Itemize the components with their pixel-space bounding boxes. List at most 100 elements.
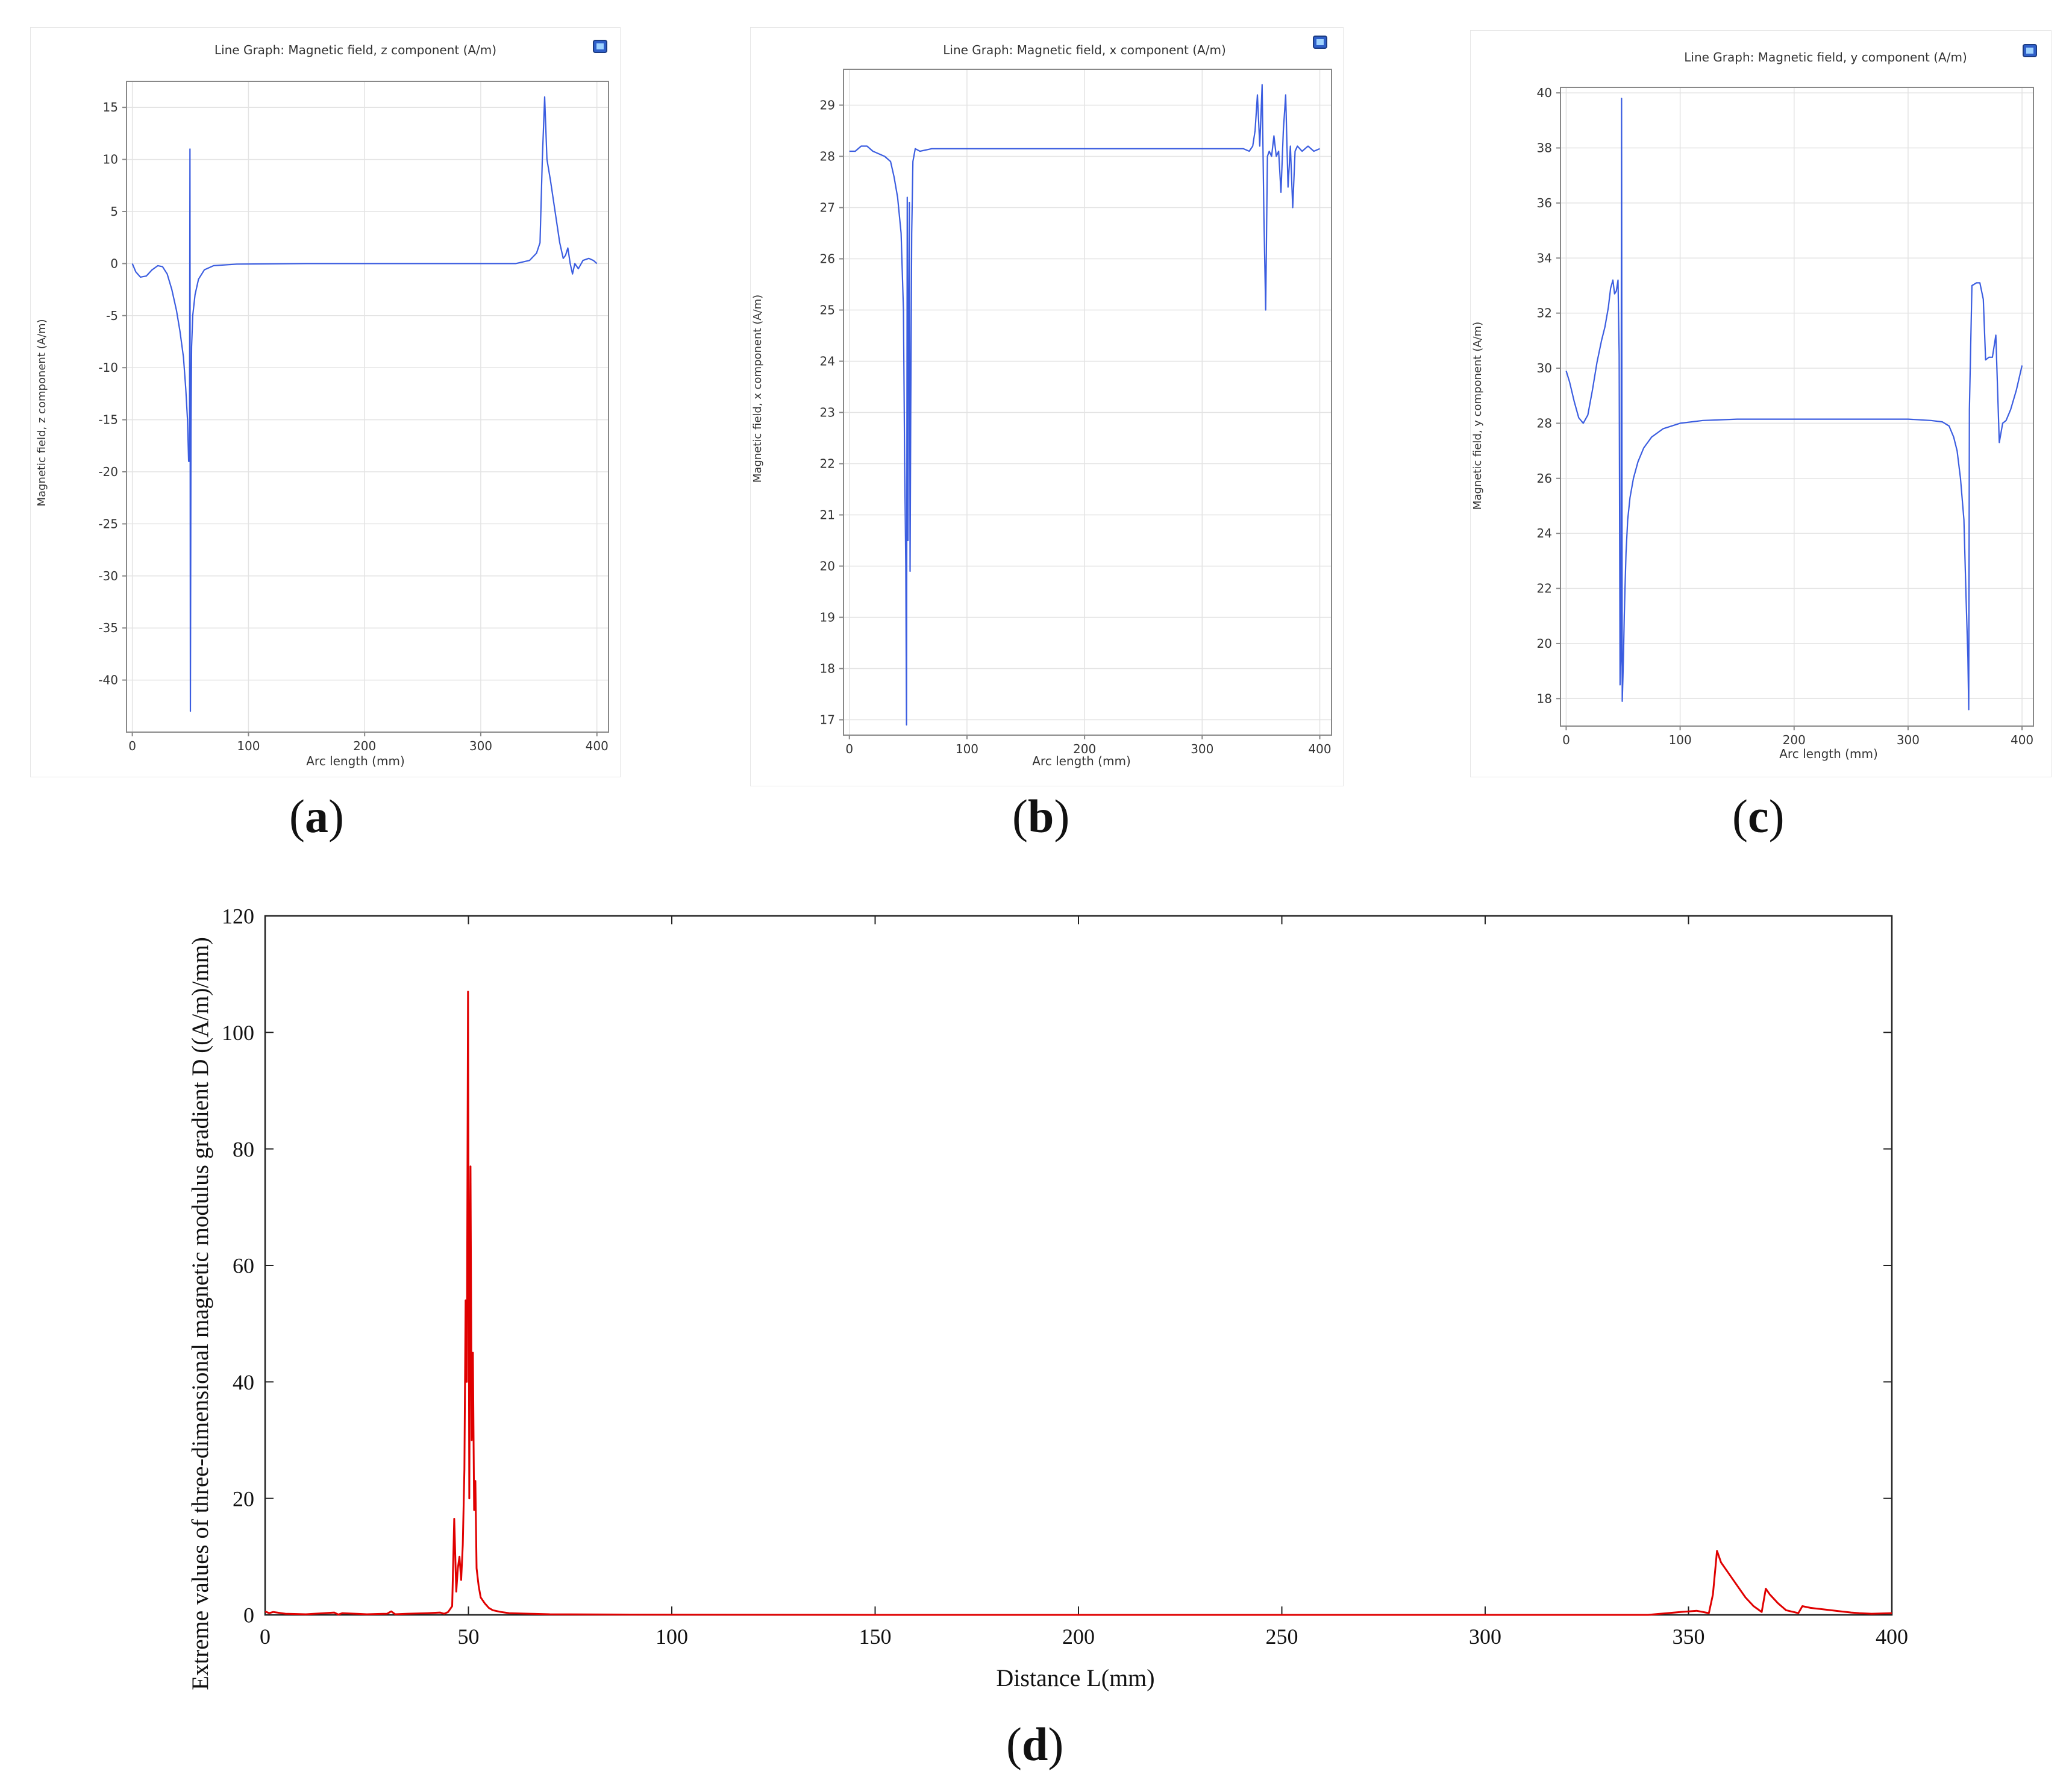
- chart-a-settings-icon[interactable]: [593, 40, 607, 53]
- chart-c: Line Graph: Magnetic field, y component …: [1469, 30, 2052, 778]
- chart-b-ytick-label-1: 28: [820, 149, 835, 164]
- chart-a-xtick-label-4: 400: [586, 739, 609, 753]
- chart-c-ytick-label-3: 34: [1537, 251, 1552, 265]
- chart-b-xlabel: Arc length (mm): [1032, 754, 1131, 768]
- chart-a-series-line-0: [131, 96, 598, 712]
- panel-c: Line Graph: Magnetic field, y component …: [1469, 30, 2052, 778]
- chart-d-xlabel: Distance L(mm): [996, 1664, 1154, 1691]
- chart-a-ytick-label-2: 5: [110, 204, 118, 219]
- chart-b-ytick-label-12: 17: [820, 713, 835, 727]
- chart-c-xtick-label-0: 0: [1562, 733, 1570, 747]
- chart-c-xtick-label-2: 200: [1783, 733, 1806, 747]
- chart-c-ytick-label-0: 40: [1537, 86, 1552, 100]
- chart-c-ytick-label-1: 38: [1537, 141, 1552, 155]
- panel-label-b: (b): [1012, 790, 1070, 842]
- chart-a-title: Line Graph: Magnetic field, z component …: [214, 43, 496, 57]
- chart-c-settings-icon[interactable]: [2023, 44, 2037, 57]
- panel-d: 0 50 100 150 200 250 300 350 400 0 20 40 60 80 100 120 …: [169, 868, 1976, 1699]
- chart-b-ytick-label-4: 25: [820, 303, 835, 318]
- chart-d-xtick-label-8: 400: [1876, 1625, 1908, 1649]
- chart-b-xtick-label-2: 200: [1073, 742, 1096, 756]
- chart-c-series-line-0: [1565, 98, 2023, 710]
- chart-c-ytick-label-4: 32: [1537, 306, 1552, 321]
- chart-d-xtick-label-3: 150: [859, 1625, 892, 1649]
- chart-a-frame: [126, 81, 609, 733]
- chart-d-series-line-0: [264, 991, 1892, 1616]
- chart-b-ytick-label-11: 18: [820, 662, 835, 676]
- panel-label-c: (c): [1732, 790, 1785, 842]
- chart-c-ytick-label-10: 20: [1537, 636, 1552, 651]
- chart-b: Line Graph: Magnetic field, x component …: [750, 27, 1344, 787]
- chart-c-xtick-label-1: 100: [1669, 733, 1692, 747]
- chart-a-xtick-label-1: 100: [237, 739, 260, 753]
- panel-a: Line Graph: Magnetic field, z component …: [30, 27, 621, 778]
- chart-b-ylabel: Magnetic field, x component (A/m): [751, 295, 764, 483]
- chart-d-ytick-label-1: 20: [233, 1487, 254, 1511]
- chart-a-ytick-label-3: 0: [110, 256, 118, 271]
- chart-d-ylabel: Extreme values of three-dimensional magn…: [187, 937, 213, 1690]
- panel-label-d: (d): [1006, 1718, 1064, 1770]
- chart-a-ylabel: Magnetic field, z component (A/m): [36, 319, 48, 506]
- chart-d: 0 50 100 150 200 250 300 350 400020406080100120 …: [187, 904, 1908, 1691]
- chart-c-ytick-label-2: 36: [1537, 196, 1552, 210]
- panel-b: Line Graph: Magnetic field, x component …: [750, 27, 1344, 787]
- chart-d-xtick-label-0: 0: [260, 1625, 271, 1649]
- chart-b-ytick-label-8: 21: [820, 508, 835, 522]
- chart-a-ytick-label-6: -15: [98, 413, 118, 427]
- chart-d-xtick-label-6: 300: [1469, 1625, 1501, 1649]
- chart-d-ytick-label-4: 80: [233, 1137, 254, 1161]
- chart-a-xlabel: Arc length (mm): [306, 754, 405, 768]
- chart-d-xtick-label-7: 350: [1673, 1625, 1705, 1649]
- chart-c-frame: [1560, 87, 2034, 727]
- chart-d-frame: [264, 915, 1893, 1616]
- chart-b-ytick-label-9: 20: [820, 559, 835, 574]
- chart-b-xtick-label-1: 100: [956, 742, 978, 756]
- chart-b-ytick-label-6: 23: [820, 406, 835, 420]
- chart-c-ytick-label-6: 28: [1537, 416, 1552, 430]
- chart-b-ytick-label-10: 19: [820, 610, 835, 625]
- chart-a-ytick-label-5: -10: [98, 360, 118, 375]
- chart-b-ytick-label-7: 22: [820, 457, 835, 471]
- chart-a-ytick-label-8: -25: [98, 516, 118, 531]
- chart-b-settings-icon[interactable]: [1313, 36, 1327, 49]
- chart-b-xtick-label-4: 400: [1308, 742, 1331, 756]
- chart-b-series-line-0: [849, 84, 1320, 726]
- chart-b-xtick-label-3: 300: [1191, 742, 1213, 756]
- chart-a-ytick-label-7: -20: [98, 465, 118, 479]
- chart-c-title: Line Graph: Magnetic field, y component …: [1684, 50, 1967, 64]
- chart-a-ytick-label-10: -35: [98, 621, 118, 635]
- chart-b-frame: [843, 69, 1332, 736]
- chart-b-ytick-label-3: 26: [820, 252, 835, 266]
- chart-a: Line Graph: Magnetic field, z component …: [30, 27, 621, 778]
- chart-c-xtick-label-4: 400: [2011, 733, 2033, 747]
- chart-b-title: Line Graph: Magnetic field, x component …: [943, 43, 1226, 57]
- chart-d-xtick-label-2: 100: [656, 1625, 688, 1649]
- chart-c-ytick-label-7: 26: [1537, 471, 1552, 486]
- chart-c-ylabel: Magnetic field, y component (A/m): [1471, 322, 1484, 510]
- chart-d-ytick-label-5: 100: [222, 1021, 254, 1045]
- chart-d-xtick-label-1: 50: [458, 1625, 480, 1649]
- chart-a-xtick-label-0: 0: [128, 739, 136, 753]
- chart-c-xlabel: Arc length (mm): [1779, 747, 1878, 761]
- chart-b-ytick-label-0: 29: [820, 98, 835, 113]
- chart-b-ytick-label-2: 27: [820, 201, 835, 215]
- chart-a-xtick-label-2: 200: [353, 739, 376, 753]
- chart-a-ytick-label-11: -40: [98, 673, 118, 688]
- chart-d-ytick-label-6: 120: [222, 904, 254, 929]
- chart-b-ytick-label-5: 24: [820, 354, 835, 369]
- panel-label-a: (a): [289, 790, 344, 842]
- chart-a-ytick-label-9: -30: [98, 569, 118, 583]
- chart-b-xtick-label-0: 0: [845, 742, 853, 756]
- chart-a-ytick-label-4: -5: [106, 309, 118, 323]
- chart-a-xtick-label-3: 300: [469, 739, 492, 753]
- chart-c-ytick-label-11: 18: [1537, 691, 1552, 706]
- chart-a-ytick-label-0: 15: [103, 100, 118, 114]
- chart-c-ytick-label-8: 24: [1537, 526, 1552, 541]
- chart-d-xtick-label-4: 200: [1062, 1625, 1095, 1649]
- chart-d-ytick-label-3: 60: [233, 1254, 254, 1278]
- chart-c-ytick-label-9: 22: [1537, 581, 1552, 596]
- chart-c-ytick-label-5: 30: [1537, 361, 1552, 375]
- chart-d-ytick-label-2: 40: [233, 1370, 254, 1394]
- chart-d-ytick-label-0: 0: [243, 1603, 254, 1628]
- chart-a-ytick-label-1: 10: [103, 152, 118, 167]
